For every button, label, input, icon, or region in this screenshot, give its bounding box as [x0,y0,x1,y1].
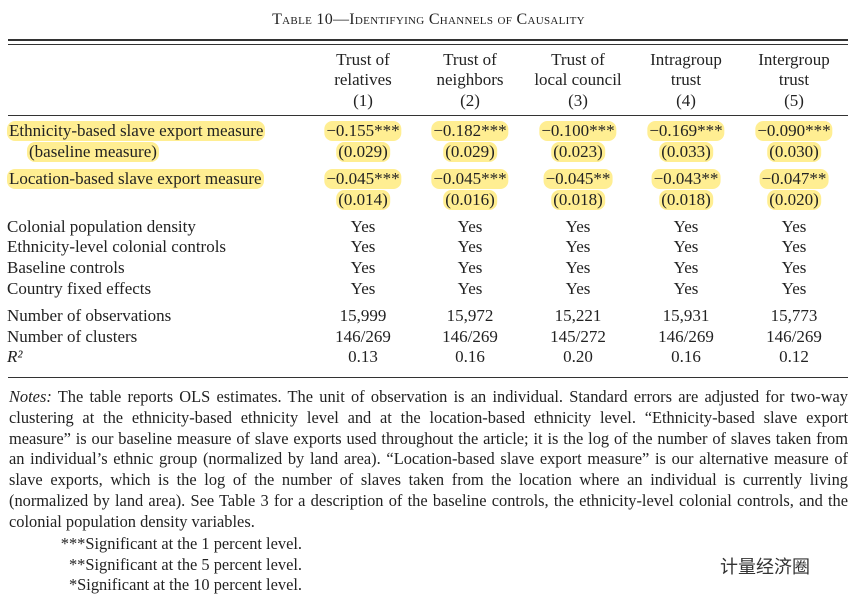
top-rule [8,39,848,41]
watermark: 计量经济圈 [720,557,810,578]
cell: Yes [457,258,483,277]
column-number: (1) [353,91,373,110]
column-number: (5) [784,91,804,110]
cell: 0.16 [671,347,701,366]
cell: −0.045*** [324,169,402,189]
cell: (0.030) [767,142,821,162]
cell: 15,221 [554,306,602,325]
cell: (0.016) [443,190,497,210]
bottom-rule [8,377,848,378]
column-number: (4) [676,91,696,110]
row-label: Ethnicity-based slave export measure [7,121,266,141]
cell: Yes [673,237,699,256]
row-label: Country fixed effects [7,279,152,298]
cell: Yes [565,237,591,256]
cell: 15,972 [446,306,494,325]
cell: (0.020) [767,190,821,210]
cell: Yes [565,279,591,298]
cell: Yes [457,217,483,236]
footnote: ***Significant at the 1 percent level. [60,534,302,553]
column-header: relatives [334,70,392,89]
notes: Notes: The table reports OLS estimates. … [9,387,848,533]
notes-text: The table reports OLS estimates. The uni… [9,387,849,531]
cell: 15,773 [770,306,818,325]
row-label: Baseline controls [7,258,125,277]
footnote: *Significant at the 10 percent level. [68,575,302,594]
cell: Yes [565,258,591,277]
cell: 0.16 [455,347,485,366]
cell: Yes [350,279,376,298]
cell: Yes [350,258,376,277]
cell: 0.12 [779,347,809,366]
cell: 0.13 [348,347,378,366]
row-label: (baseline measure) [27,142,159,162]
row-label: Location-based slave export measure [7,169,264,189]
cell: −0.045** [543,169,613,189]
cell: Yes [781,279,807,298]
cell: (0.023) [551,142,605,162]
column-header: trust [670,70,702,89]
row-label: Ethnicity-level colonial controls [7,237,227,256]
row-label: Number of observations [7,306,172,325]
cell: 0.20 [563,347,593,366]
cell: Yes [457,279,483,298]
cell: −0.090*** [755,121,833,141]
cell: −0.100*** [539,121,617,141]
column-number: (3) [568,91,588,110]
header-rule [8,115,848,116]
cell: (0.029) [443,142,497,162]
table-title: Table 10—Identifying Channels of Causali… [272,11,585,28]
cell: Yes [781,217,807,236]
column-number: (2) [460,91,480,110]
cell: (0.033) [659,142,713,162]
column-header: Intragroup [650,50,722,69]
cell: Yes [350,217,376,236]
cell: Yes [673,217,699,236]
cell: 15,999 [339,306,387,325]
row-label: Colonial population density [7,217,196,236]
cell: −0.169*** [647,121,725,141]
cell: 145/272 [550,327,606,346]
cell: (0.014) [336,190,390,210]
cell: 146/269 [766,327,822,346]
cell: Yes [673,279,699,298]
cell: Yes [565,217,591,236]
cell: (0.029) [336,142,390,162]
row-label: R² [7,347,23,366]
column-header: Trust of [443,50,497,69]
cell: (0.018) [659,190,713,210]
cell: −0.045*** [431,169,509,189]
row-label: Number of clusters [7,327,138,346]
cell: 146/269 [442,327,498,346]
column-header: neighbors [436,70,504,89]
cell: −0.182*** [431,121,509,141]
cell: Yes [673,258,699,277]
cell: Yes [457,237,483,256]
column-header: trust [778,70,810,89]
cell: Yes [781,237,807,256]
column-header: Trust of [336,50,390,69]
cell: 146/269 [658,327,714,346]
cell: Yes [781,258,807,277]
footnote: **Significant at the 5 percent level. [68,554,302,574]
cell: 15,931 [662,306,710,325]
cell: Yes [350,237,376,256]
cell: −0.047** [759,169,829,189]
column-header: local council [534,70,622,89]
column-header: Intergroup [758,50,830,69]
top-rule-thin [8,44,848,45]
cell: (0.018) [551,190,605,210]
cell: −0.155*** [324,121,402,141]
notes-label: Notes: [9,387,52,406]
cell: −0.043** [651,169,721,189]
cell: 146/269 [335,327,391,346]
column-header: Trust of [551,50,605,69]
